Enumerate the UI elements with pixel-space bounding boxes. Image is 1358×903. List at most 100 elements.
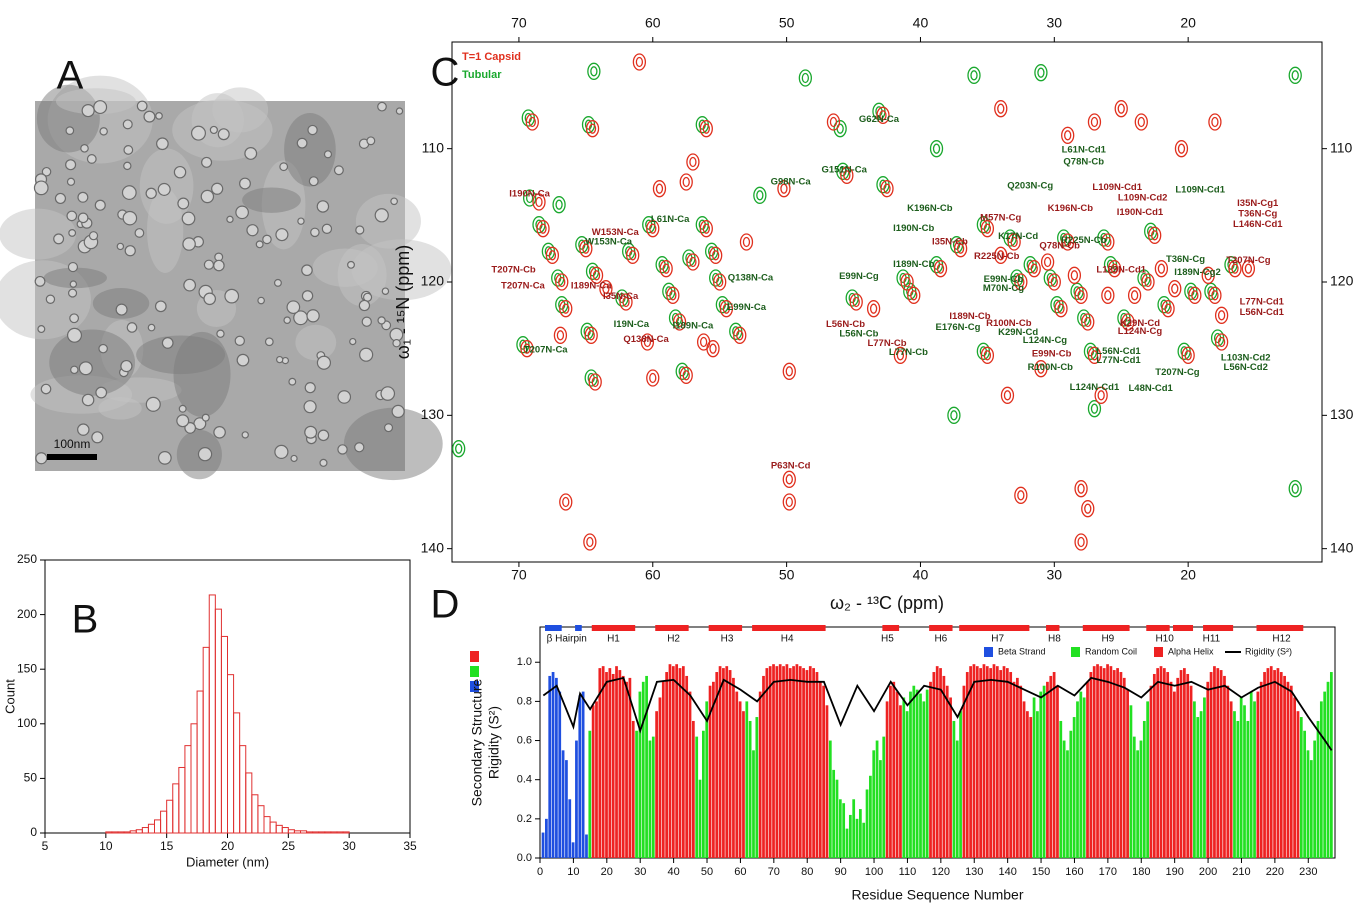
particle xyxy=(145,396,161,412)
peak-contour-inner xyxy=(556,330,565,341)
structure-label: β Hairpin xyxy=(547,634,587,645)
structure-bar xyxy=(1203,697,1206,858)
peak-contour-inner xyxy=(1124,316,1132,328)
structure-bar xyxy=(788,668,792,858)
structure-bar xyxy=(1032,697,1036,858)
particle xyxy=(255,240,264,249)
peak-contour-inner xyxy=(643,336,652,348)
structure-bar xyxy=(989,668,993,858)
structure-segment xyxy=(929,625,953,631)
peak-contour-inner xyxy=(689,256,697,268)
x-tick-label: 230 xyxy=(1299,866,1317,878)
particle xyxy=(211,182,224,195)
peak-contour-inner xyxy=(1084,503,1092,514)
particle xyxy=(304,425,318,439)
structure-bar xyxy=(1299,717,1303,858)
structure-bar xyxy=(635,730,638,858)
peak-contour xyxy=(1067,266,1082,284)
peak-contour-inner xyxy=(722,303,731,314)
structure-bar xyxy=(1056,685,1059,858)
y-axis-title: Count xyxy=(2,679,17,714)
structure-bar xyxy=(919,693,922,858)
x-tick-label: 40 xyxy=(913,15,929,31)
structure-bar xyxy=(848,814,852,858)
x-tick-label: 200 xyxy=(1199,866,1217,878)
structure-bar xyxy=(631,720,635,858)
x-axis-title: ω₂ - ¹³C (ppm) xyxy=(830,593,944,613)
structure-bar xyxy=(742,711,745,858)
x-tick-label: 35 xyxy=(403,839,417,853)
panel-letter: C xyxy=(431,51,460,95)
peak-contour-inner xyxy=(956,243,965,254)
peak-contour xyxy=(1040,253,1055,271)
peak-contour-inner xyxy=(649,372,657,384)
peak-contour-inner xyxy=(1057,303,1065,314)
particle xyxy=(69,280,78,288)
peak-contour xyxy=(679,173,693,191)
peak-contour xyxy=(1201,266,1215,284)
particle xyxy=(161,337,174,349)
structure-bar xyxy=(738,701,742,858)
structure-bar xyxy=(715,672,719,858)
particle xyxy=(155,112,163,120)
structure-bar xyxy=(1102,668,1106,858)
peak-contour-inner xyxy=(709,343,717,354)
peak-label: L61N-Cd1 xyxy=(1062,145,1107,156)
structure-bar xyxy=(892,681,896,858)
structure-bar xyxy=(681,666,685,858)
peak-contour-inner xyxy=(622,296,630,308)
peak-contour xyxy=(1161,300,1175,318)
peak-label: Q78N-Cb xyxy=(1039,241,1080,252)
peak-label: Q138N-Ca xyxy=(623,334,669,345)
peak-contour xyxy=(652,180,667,198)
particle xyxy=(116,242,125,251)
particle xyxy=(321,223,333,234)
peak-contour-inner xyxy=(716,276,724,288)
histogram-bar xyxy=(245,772,253,834)
structure-label: H11 xyxy=(1203,634,1221,645)
structure-bar xyxy=(1002,666,1006,858)
structure-bar xyxy=(571,842,575,858)
peak-contour-inner xyxy=(970,70,978,81)
particle xyxy=(354,442,365,453)
peak-contour-inner xyxy=(1157,263,1166,274)
peak-label: L56N-Cb xyxy=(826,319,865,330)
particle xyxy=(264,337,274,347)
x-tick-label: 20 xyxy=(221,839,235,853)
structure-bar xyxy=(859,809,862,858)
structure-bar xyxy=(1326,681,1330,858)
x-tick-label: 180 xyxy=(1132,866,1150,878)
structure-bar xyxy=(695,736,699,858)
y-tick-label: 110 xyxy=(1330,139,1353,155)
histogram-bar xyxy=(196,690,204,834)
structure-segment xyxy=(1046,625,1060,631)
histogram-bar xyxy=(220,635,229,834)
particle xyxy=(296,137,308,149)
particle xyxy=(86,154,97,164)
x-tick-label: 70 xyxy=(511,567,527,583)
particle xyxy=(273,278,282,287)
peak-label: I35N-Cb xyxy=(932,237,968,248)
structure-bar xyxy=(768,666,772,858)
particle xyxy=(288,377,297,386)
particle xyxy=(216,329,225,338)
peak-contour xyxy=(1074,480,1088,498)
peak-contour-inner xyxy=(896,350,905,361)
histogram-bar xyxy=(214,608,222,834)
particle xyxy=(95,386,108,399)
peak-contour-inner xyxy=(1137,116,1145,128)
peak-label: I189N-Ca xyxy=(673,321,714,332)
peak-label: K196N-Cb xyxy=(1048,203,1094,214)
peak-contour xyxy=(672,313,687,331)
structure-bar xyxy=(1019,685,1023,858)
tem-patch xyxy=(242,187,301,213)
particle xyxy=(34,275,46,287)
peak-contour-inner xyxy=(1017,490,1025,501)
peak-contour-inner xyxy=(528,116,536,128)
peak-contour xyxy=(967,66,981,84)
structure-bar xyxy=(1005,668,1009,858)
structure-bar xyxy=(798,666,802,858)
particle xyxy=(308,176,319,187)
x-tick-label: 60 xyxy=(734,866,746,878)
